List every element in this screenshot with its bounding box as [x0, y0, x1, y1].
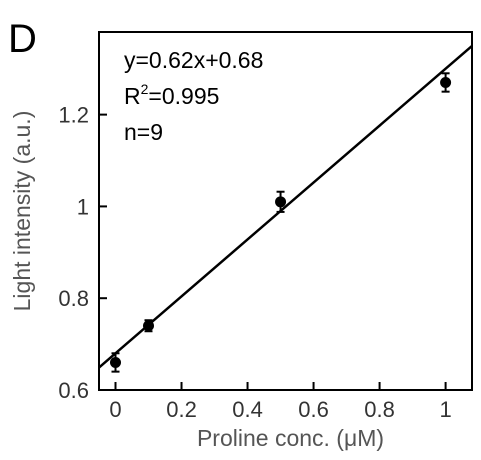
x-axis-title: Proline conc. (μM): [197, 425, 384, 451]
equation-annotation: y=0.62x+0.68: [124, 47, 263, 73]
x-tick-label: 1: [439, 397, 451, 422]
x-ticks: 0 0.2 0.4 0.6 0.8 1: [109, 382, 452, 422]
r-squared-superscript: 2: [141, 81, 149, 97]
r-squared-prefix: R: [124, 83, 141, 109]
y-ticks: 0.6 0.8 1 1.2: [58, 103, 107, 403]
r-squared-value: =0.995: [148, 83, 219, 109]
y-tick-label: 0.8: [58, 286, 89, 311]
data-point: [143, 320, 155, 332]
r-squared-annotation: R2=0.995: [124, 81, 219, 109]
plot-frame: [98, 31, 473, 391]
x-tick-label: 0.4: [232, 397, 263, 422]
x-tick-label: 0.8: [364, 397, 395, 422]
panel-letter: D: [8, 17, 37, 61]
fit-line: [98, 45, 473, 369]
data-point: [110, 356, 122, 368]
data-point: [275, 196, 287, 208]
x-tick-label: 0.2: [166, 397, 197, 422]
y-tick-label: 1: [77, 194, 89, 219]
y-tick-label: 0.6: [58, 378, 89, 403]
y-axis-title: Light intensity (a.u.): [9, 111, 35, 312]
data-point: [440, 76, 452, 88]
n-annotation: n=9: [124, 119, 163, 145]
y-tick-label: 1.2: [58, 103, 89, 128]
x-tick-label: 0.6: [298, 397, 329, 422]
data-points: [110, 72, 452, 373]
x-tick-label: 0: [109, 397, 121, 422]
